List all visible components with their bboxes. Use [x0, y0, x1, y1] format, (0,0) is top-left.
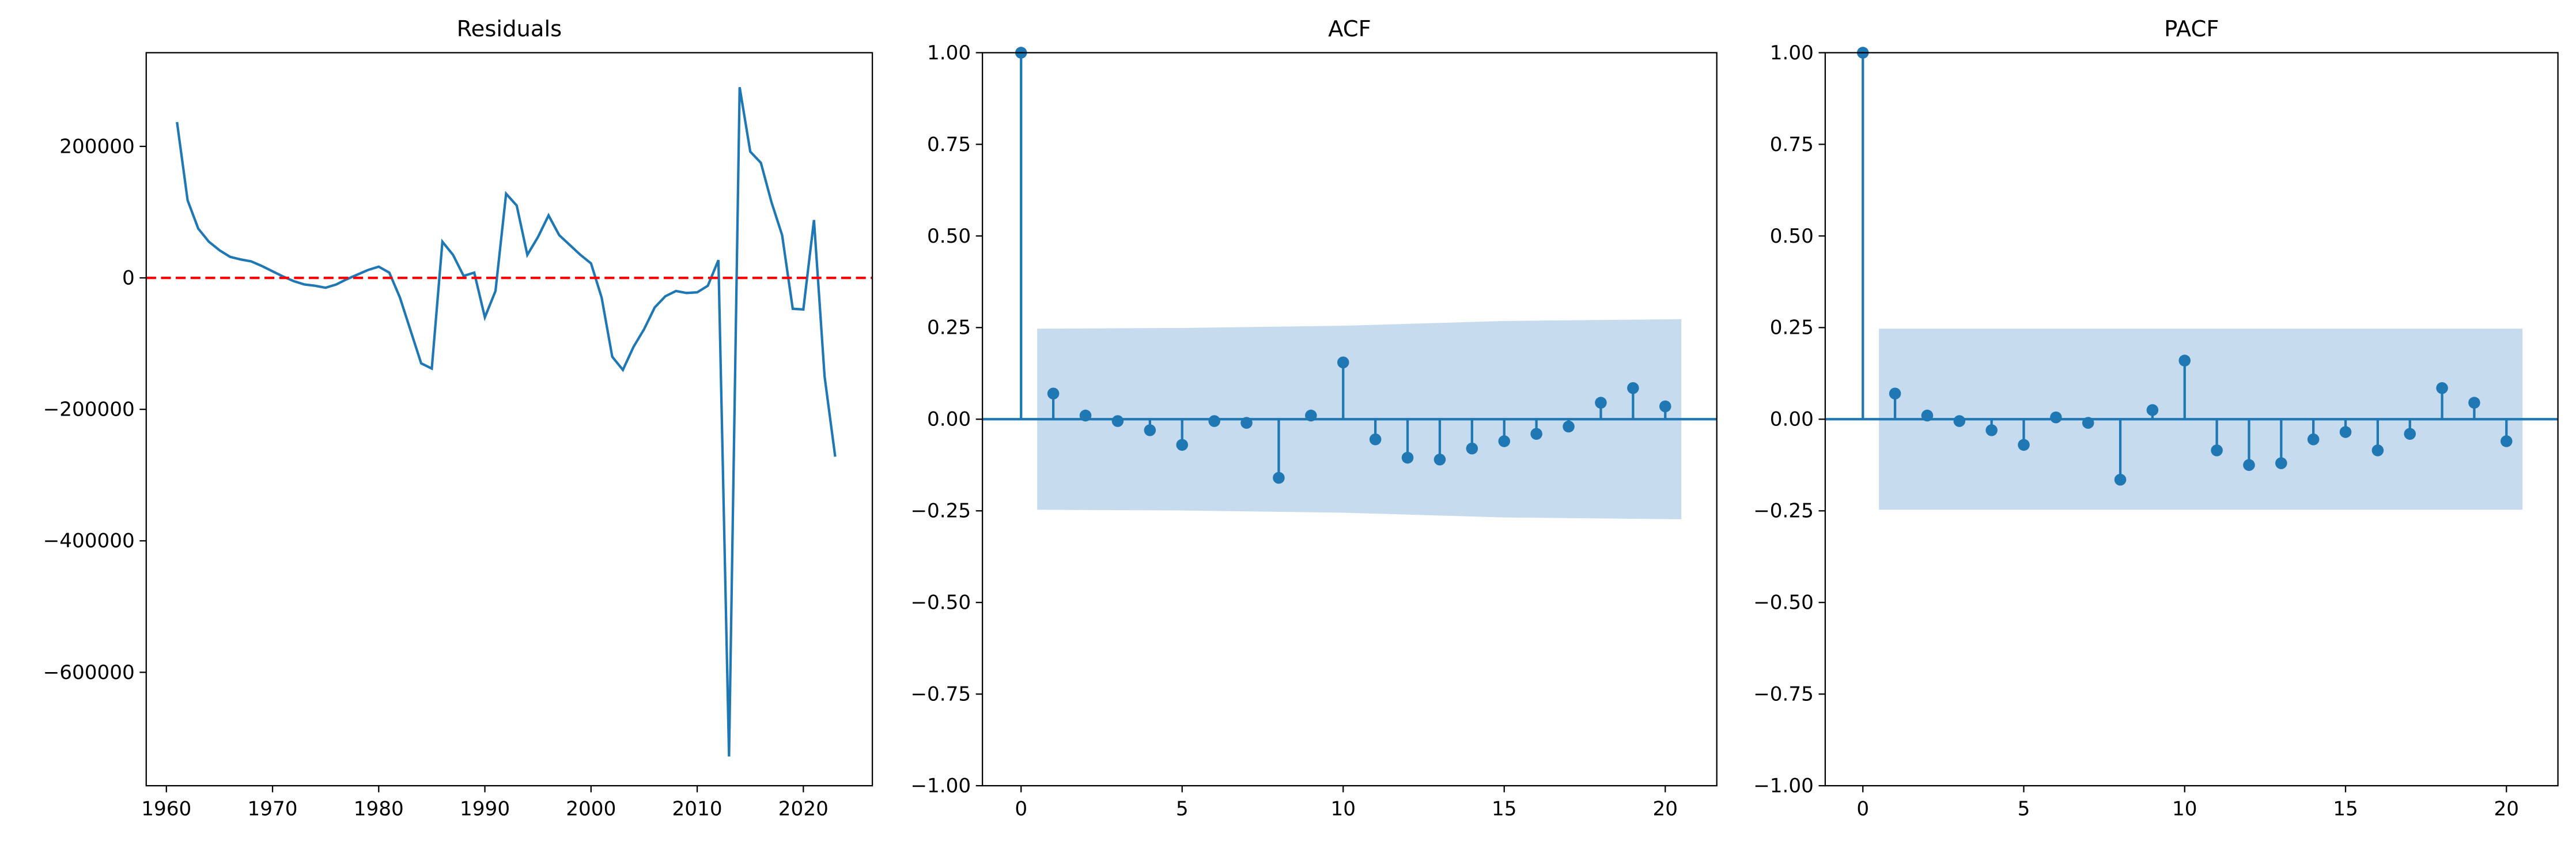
x-tick-label: 2000 — [566, 797, 616, 820]
stem-marker — [1047, 387, 1060, 400]
stem-marker — [1627, 382, 1639, 394]
stem-marker — [1111, 415, 1124, 427]
stem-marker — [1563, 420, 1575, 433]
stem-marker — [1369, 433, 1382, 446]
y-tick-label: −0.25 — [910, 500, 971, 523]
y-tick-label: 0.75 — [927, 133, 971, 156]
x-tick-label: 2010 — [672, 797, 723, 820]
y-tick-label: −0.50 — [1753, 591, 1814, 614]
stem-marker — [1401, 451, 1414, 464]
y-tick-label: 0 — [122, 266, 135, 289]
panel: PACF −1.00 −0.75 −0.50 −0.25 0.00 0.25 0.50 0.75… — [1753, 16, 2559, 820]
y-tick-label: 0.25 — [1770, 316, 1814, 339]
x-tick-label: 5 — [1176, 797, 1189, 820]
stem-marker — [2114, 473, 2127, 486]
x-tick-label: 20 — [1653, 797, 1678, 820]
y-tick-label: −1.00 — [910, 775, 971, 798]
stem-marker — [1466, 442, 1478, 455]
stem-marker — [2050, 411, 2062, 424]
stem-marker — [1530, 428, 1542, 440]
y-tick-label: −600000 — [43, 661, 135, 684]
stem-marker — [1985, 424, 1998, 436]
stem-marker — [2339, 426, 2352, 438]
stem-marker — [1208, 415, 1220, 427]
stem-marker — [2307, 433, 2320, 446]
x-tick-label: 1990 — [460, 797, 510, 820]
x-tick-label: 0 — [1015, 797, 1027, 820]
x-tick-label: 15 — [2333, 797, 2358, 820]
y-tick-label: 0.75 — [1770, 133, 1814, 156]
stem-marker — [1240, 417, 1253, 429]
x-tick-label: 10 — [1330, 797, 1356, 820]
stem-marker — [1659, 400, 1671, 413]
stem-marker — [1273, 471, 1285, 484]
y-tick-label: −400000 — [43, 530, 135, 553]
stem-marker — [2275, 457, 2287, 469]
stem-marker — [2018, 439, 2030, 451]
panel-title: ACF — [1328, 16, 1371, 42]
stem-marker — [2211, 444, 2223, 457]
y-tick-label: 0.50 — [927, 225, 971, 248]
axes-frame — [1824, 52, 2559, 787]
stem-marker — [2082, 417, 2094, 429]
stem-marker — [2468, 397, 2480, 409]
stem-marker — [1079, 409, 1092, 422]
axes-frame — [145, 52, 873, 787]
panel-title: PACF — [2164, 16, 2219, 42]
stem-marker — [1305, 409, 1317, 422]
x-tick-label: 1970 — [248, 797, 298, 820]
x-tick-label: 0 — [1856, 797, 1869, 820]
panel: ACF −1.00 −0.75 −0.50 −0.25 0.00 0.25 0.50 0.75 1… — [910, 16, 1718, 820]
stem-marker — [2501, 435, 2513, 447]
stem-marker — [1921, 409, 1934, 422]
stem-marker — [2146, 404, 2159, 416]
y-tick-label: 1.00 — [927, 42, 971, 65]
stem-marker — [1433, 453, 1446, 466]
stem-marker — [1176, 439, 1188, 451]
stem-marker — [1144, 424, 1156, 436]
x-tick-label: 1960 — [141, 797, 191, 820]
y-tick-label: 0.25 — [927, 316, 971, 339]
x-tick-label: 1980 — [354, 797, 404, 820]
y-tick-label: 0.00 — [927, 408, 971, 431]
y-tick-label: 0.00 — [1770, 408, 1814, 431]
stem-marker — [2371, 444, 2384, 457]
stem-marker — [1953, 415, 1966, 427]
stem-marker — [1498, 435, 1511, 447]
panel: Residuals −600000 −400000 −200000 0 200000 196… — [43, 16, 873, 820]
y-tick-label: −0.25 — [1753, 500, 1814, 523]
x-tick-label: 15 — [1492, 797, 1517, 820]
axes-frame — [981, 52, 1718, 787]
y-tick-label: 200000 — [59, 135, 135, 158]
stem-marker — [1889, 387, 1901, 400]
y-tick-label: 0.50 — [1770, 225, 1814, 248]
y-tick-label: −0.50 — [910, 591, 971, 614]
stem-marker — [2436, 382, 2448, 394]
stem-marker — [1595, 397, 1607, 409]
y-tick-label: −0.75 — [1753, 683, 1814, 706]
x-tick-label: 10 — [2172, 797, 2197, 820]
stem-marker — [2243, 459, 2255, 471]
stem-marker — [2404, 428, 2416, 440]
stem-marker — [2178, 354, 2191, 367]
panel-title: Residuals — [457, 16, 562, 42]
x-tick-label: 5 — [2018, 797, 2030, 820]
x-tick-label: 2020 — [778, 797, 829, 820]
stem-marker — [1337, 356, 1349, 369]
y-tick-label: 1.00 — [1770, 42, 1814, 65]
x-tick-label: 20 — [2494, 797, 2520, 820]
residual-line — [176, 86, 837, 757]
y-tick-label: −1.00 — [1753, 775, 1814, 798]
y-tick-label: −0.75 — [910, 683, 971, 706]
y-tick-label: −200000 — [43, 398, 135, 421]
